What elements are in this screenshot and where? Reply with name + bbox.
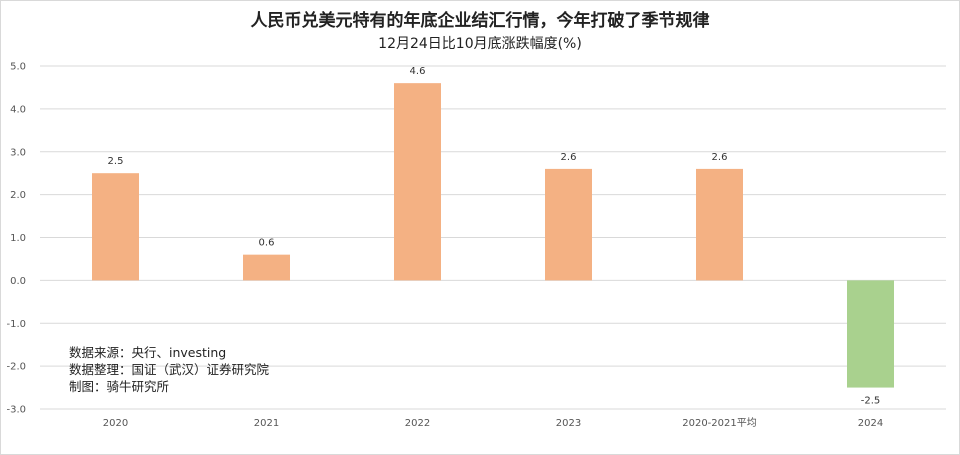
data-label: 0.6 (259, 238, 275, 249)
x-category-label: 2021 (254, 418, 279, 429)
y-tick-label: 2.0 (10, 190, 26, 201)
chart-subtitle: 12月24日比10月底涨跌幅度(%) (378, 36, 582, 52)
data-label: 2.5 (108, 156, 124, 167)
y-tick-label: -3.0 (6, 405, 26, 416)
bar (696, 168, 743, 281)
y-tick-label: 1.0 (10, 233, 26, 244)
y-tick-label: 5.0 (10, 62, 26, 73)
y-tick-label: 4.0 (10, 104, 26, 115)
source-note: 数据来源：央行、investing (69, 345, 227, 360)
data-label: 2.6 (712, 152, 728, 163)
y-tick-label: 0.0 (10, 276, 26, 287)
y-tick-label: 3.0 (10, 147, 26, 158)
compiled-note: 数据整理：国证（武汉）证券研究院 (69, 362, 270, 377)
bar (847, 280, 894, 388)
x-category-label: 2024 (858, 418, 883, 429)
y-tick-label: -1.0 (6, 319, 26, 330)
x-category-label: 2020-2021平均 (682, 417, 757, 429)
chart-title: 人民币兑美元特有的年底企业结汇行情，今年打破了季节规律 (250, 11, 710, 31)
drawn-note: 制图：骑牛研究所 (69, 379, 170, 394)
x-category-label: 2020 (103, 418, 128, 429)
data-label: 4.6 (410, 66, 426, 77)
bar (545, 168, 592, 281)
x-category-label: 2023 (556, 418, 581, 429)
source-notes: 数据来源：央行、investing 数据整理：国证（武汉）证券研究院 制图：骑牛… (69, 344, 269, 395)
x-category-label: 2022 (405, 418, 430, 429)
y-tick-label: -2.0 (6, 362, 26, 373)
bar (92, 173, 139, 281)
bar (394, 83, 441, 281)
data-label: 2.6 (561, 152, 577, 163)
data-label: -2.5 (861, 396, 881, 407)
bar (243, 254, 290, 281)
